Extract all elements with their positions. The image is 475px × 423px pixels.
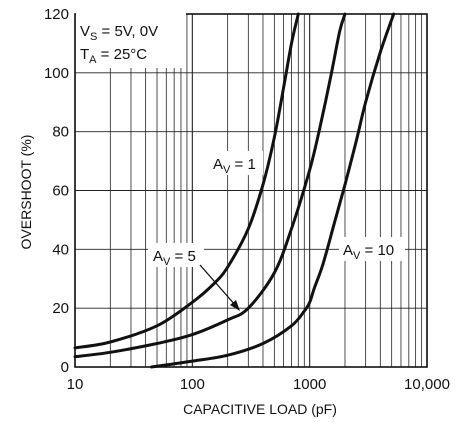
- y-tick-label: 100: [44, 65, 69, 82]
- series-layer: [73, 12, 396, 369]
- condition-temperature: TA = 25°C: [80, 46, 147, 66]
- series-label-bg-av5: [148, 243, 204, 267]
- x-axis-title: CAPACITIVE LOAD (pF): [183, 401, 337, 417]
- y-tick-label: 60: [52, 183, 69, 200]
- x-tick-label: 1000: [293, 376, 326, 393]
- y-tick-label: 120: [44, 6, 69, 23]
- x-tick-label: 100: [180, 376, 205, 393]
- series-label-av1: AV = 1: [213, 156, 256, 176]
- conditions-box: [76, 12, 186, 68]
- series-label-av5: AV = 5: [153, 248, 196, 268]
- tick-labels: 10 100 1000 10,000 0 20 40 60 80 100 120: [44, 6, 450, 393]
- x-tick-label: 10,000: [404, 376, 450, 393]
- y-tick-label: 0: [61, 359, 69, 376]
- series-line-av1: [73, 12, 300, 350]
- series-label-bg-av1: [208, 151, 263, 175]
- series-label-av10: AV = 10: [343, 242, 394, 262]
- y-tick-label: 80: [52, 124, 69, 141]
- series-line-av5: [73, 12, 347, 359]
- y-tick-label: 20: [52, 300, 69, 317]
- y-tick-label: 40: [52, 241, 69, 258]
- y-axis-title: OVERSHOOT (%): [18, 135, 34, 250]
- series-label-bg-av10: [339, 237, 405, 261]
- condition-supply: VS = 5V, 0V: [80, 23, 158, 43]
- av5-pointer-arrow: [199, 264, 237, 307]
- series-line-av10: [150, 12, 396, 369]
- x-tick-label: 10: [67, 376, 84, 393]
- av5-pointer-arrowhead: [230, 300, 240, 311]
- plot-frame: [74, 13, 428, 368]
